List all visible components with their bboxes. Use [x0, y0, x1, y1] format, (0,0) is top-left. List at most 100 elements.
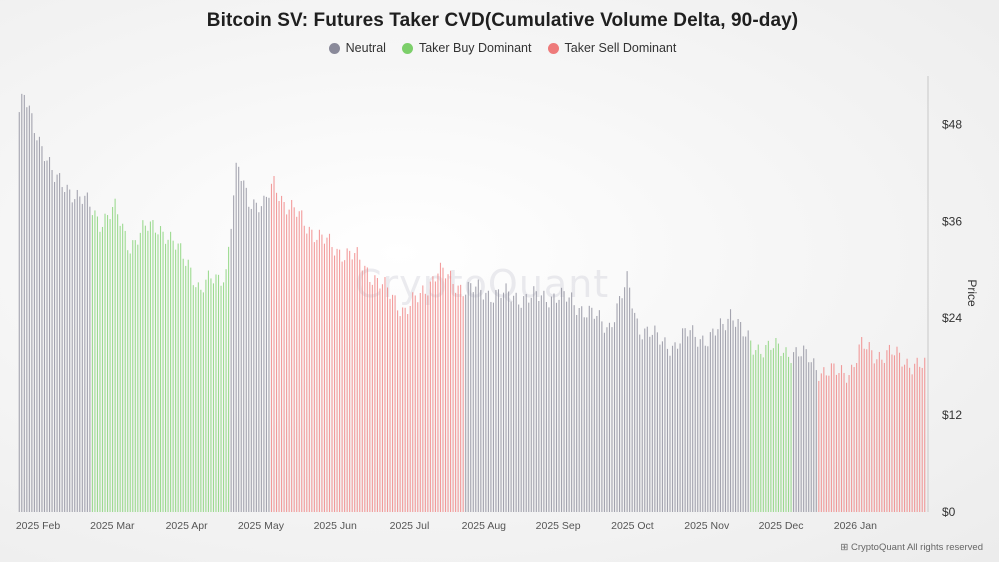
cvd-bar [490, 301, 492, 512]
cvd-bar [369, 281, 371, 512]
cvd-bar [225, 269, 227, 512]
cvd-bar [853, 367, 855, 512]
cvd-bar [293, 207, 295, 512]
cvd-bar [220, 285, 222, 512]
cvd-bar [28, 105, 30, 512]
cvd-bar [250, 208, 252, 512]
cvd-bar [639, 334, 641, 512]
legend-item-taker-buy[interactable]: Taker Buy Dominant [401, 41, 532, 55]
cvd-bar [568, 297, 570, 512]
bars-layer [18, 93, 926, 513]
cvd-bar [217, 274, 220, 512]
cvd-bar [593, 318, 595, 512]
cvd-bar [170, 231, 172, 512]
cvd-bar [374, 275, 376, 512]
cvd-bar [94, 210, 96, 513]
cvd-bar [798, 356, 800, 512]
cvd-bar [76, 189, 78, 512]
cvd-bar [851, 364, 853, 512]
cvd-bar [755, 350, 757, 512]
cvd-bar [238, 166, 240, 513]
cvd-bar [694, 336, 696, 512]
cvd-bar [349, 250, 351, 512]
cvd-bar [719, 318, 721, 512]
cvd-bar [601, 321, 603, 512]
cvd-bar [323, 243, 325, 512]
cvd-bar [921, 367, 923, 512]
cvd-bar [202, 292, 204, 512]
cvd-bar [641, 339, 643, 512]
cvd-bar [117, 214, 119, 512]
cvd-bar [394, 295, 396, 512]
cvd-bar [422, 285, 424, 512]
cvd-bar [573, 305, 575, 512]
cvd-bar [43, 161, 46, 512]
cvd-bar [596, 315, 598, 512]
cvd-bar [316, 239, 318, 512]
cvd-bar [452, 284, 454, 512]
cvd-bar [571, 292, 573, 512]
cvd-bar [248, 206, 250, 512]
cvd-bar [159, 226, 162, 512]
cvd-bar [412, 292, 414, 512]
cvd-bar [871, 350, 873, 512]
cvd-bar [644, 328, 646, 512]
legend-item-taker-sell[interactable]: Taker Sell Dominant [547, 41, 676, 55]
cvd-bar [820, 373, 822, 512]
cvd-bar [182, 258, 184, 512]
cvd-bar [326, 237, 328, 512]
cvd-bar [502, 292, 505, 512]
cvd-bar [89, 206, 91, 512]
cvd-bar [770, 349, 772, 512]
cvd-bar [144, 225, 146, 512]
cvd-bar [762, 357, 764, 512]
cvd-bar [780, 356, 782, 512]
cvd-bar [707, 346, 709, 512]
cvd-bar [757, 344, 759, 512]
cvd-bar [235, 162, 237, 513]
cvd-bar [129, 253, 131, 512]
cvd-bar [480, 289, 482, 512]
cvd-bar [886, 350, 888, 512]
cvd-bar [566, 301, 568, 512]
cvd-bar [692, 325, 694, 512]
cvd-bar [381, 284, 384, 512]
cvd-bar [404, 307, 406, 512]
cvd-bar [278, 201, 280, 512]
legend-item-neutral[interactable]: Neutral [328, 41, 386, 55]
legend-dot-taker-sell [547, 42, 559, 54]
cvd-bar [775, 338, 777, 512]
cvd-bar [800, 356, 802, 512]
legend-dot-neutral [328, 42, 340, 54]
cvd-bar [581, 306, 583, 512]
cvd-bar [803, 345, 805, 512]
cvd-bar [823, 367, 825, 512]
cvd-bar [608, 322, 611, 512]
cvd-bar [79, 196, 81, 512]
cvd-bar [197, 282, 199, 512]
cvd-bar [74, 199, 76, 513]
cvd-bar [427, 295, 429, 512]
cvd-bar [124, 230, 126, 512]
cvd-bar [629, 287, 631, 512]
cvd-bar [740, 321, 742, 512]
cvd-bar [127, 250, 129, 512]
cvd-bar [31, 113, 33, 512]
x-tick-label: 2025 Jul [390, 520, 430, 532]
cvd-bar [429, 281, 431, 512]
cvd-bar [41, 146, 43, 513]
cvd-bar [69, 189, 71, 512]
cvd-bar [71, 202, 73, 512]
cvd-bar [805, 349, 807, 512]
cvd-bar [210, 278, 212, 512]
cvd-bar [371, 284, 373, 512]
cvd-bar [659, 344, 661, 512]
cvd-bar [578, 308, 580, 512]
cvd-bar [790, 363, 792, 512]
cvd-bar [621, 298, 623, 512]
cvd-bar [33, 133, 35, 513]
cvd-bar [543, 290, 545, 512]
cvd-bar [868, 342, 870, 512]
cvd-bar [175, 249, 177, 513]
